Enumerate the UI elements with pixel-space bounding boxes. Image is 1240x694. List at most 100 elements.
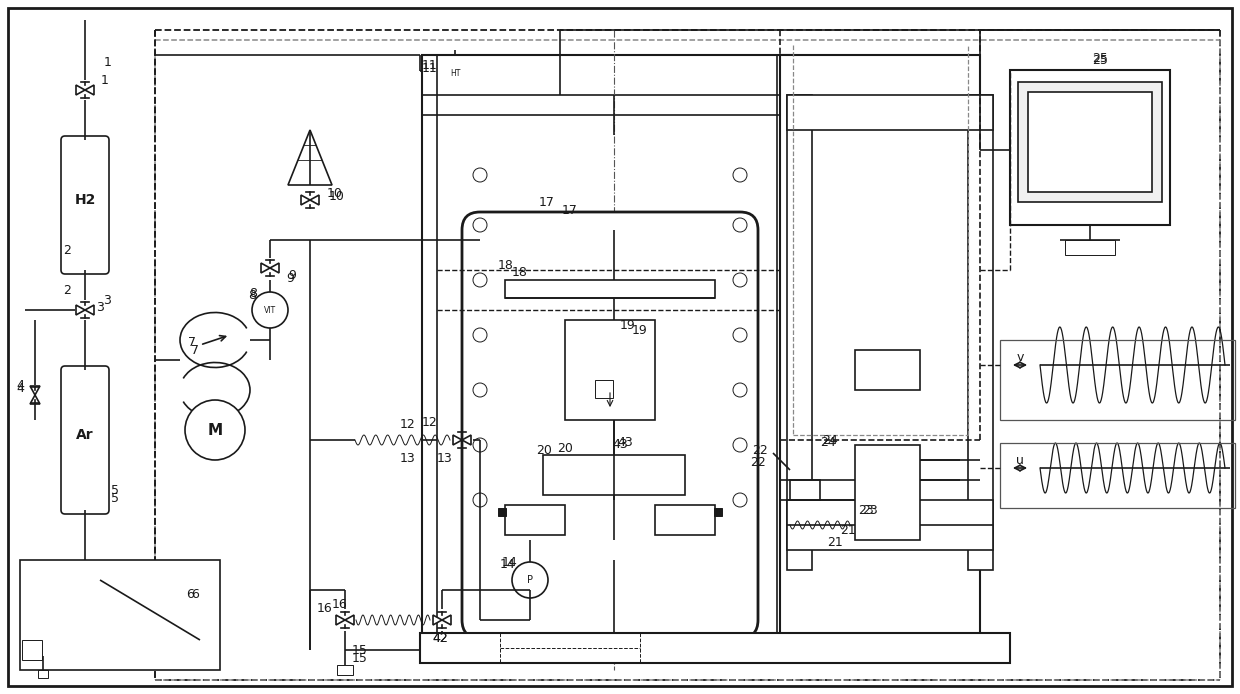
Circle shape <box>472 493 487 507</box>
Bar <box>543 455 684 495</box>
Polygon shape <box>270 263 279 273</box>
Circle shape <box>733 218 746 232</box>
Text: 7: 7 <box>191 344 198 357</box>
Text: 15: 15 <box>352 643 368 657</box>
Text: HT: HT <box>450 69 460 78</box>
Bar <box>565 320 655 420</box>
FancyBboxPatch shape <box>463 212 758 638</box>
Text: 7: 7 <box>188 335 196 348</box>
Bar <box>780 55 980 650</box>
Text: 18: 18 <box>498 258 513 271</box>
Polygon shape <box>301 195 310 205</box>
Bar <box>714 508 722 516</box>
Text: 16: 16 <box>332 598 348 611</box>
Text: 8: 8 <box>248 289 255 301</box>
Bar <box>337 665 353 675</box>
Text: 1: 1 <box>102 74 109 87</box>
Circle shape <box>733 328 746 342</box>
Bar <box>968 95 993 570</box>
Text: 17: 17 <box>562 203 578 217</box>
Text: 5: 5 <box>112 491 119 505</box>
Polygon shape <box>310 195 319 205</box>
Text: 43: 43 <box>613 439 627 452</box>
Bar <box>1018 82 1162 202</box>
Circle shape <box>185 400 246 460</box>
Text: 3: 3 <box>95 301 104 314</box>
Polygon shape <box>30 395 40 404</box>
Text: P: P <box>527 575 533 585</box>
Circle shape <box>472 218 487 232</box>
Polygon shape <box>86 85 94 95</box>
Text: 11: 11 <box>422 58 438 71</box>
Text: 16: 16 <box>317 602 332 614</box>
Text: 6: 6 <box>186 589 193 602</box>
Text: 5: 5 <box>112 484 119 496</box>
Text: 17: 17 <box>539 196 556 208</box>
Text: 13: 13 <box>401 452 415 464</box>
Text: 8: 8 <box>249 287 257 300</box>
Text: 3: 3 <box>103 294 110 307</box>
Text: M: M <box>207 423 222 437</box>
Bar <box>655 505 715 535</box>
Text: v: v <box>1017 350 1024 364</box>
Text: 14: 14 <box>502 555 518 568</box>
Text: 10: 10 <box>327 187 343 199</box>
Text: 19: 19 <box>632 323 647 337</box>
Circle shape <box>252 292 288 328</box>
Text: 22: 22 <box>750 455 766 468</box>
Text: 13: 13 <box>438 452 453 464</box>
Circle shape <box>733 383 746 397</box>
Bar <box>420 633 1011 663</box>
Bar <box>1011 70 1171 225</box>
Polygon shape <box>86 305 94 315</box>
Bar <box>472 60 497 82</box>
Polygon shape <box>76 305 86 315</box>
Text: Ar: Ar <box>76 428 94 442</box>
Text: 12: 12 <box>401 418 415 430</box>
Text: H2: H2 <box>74 193 95 207</box>
Text: 6: 6 <box>191 589 198 602</box>
Bar <box>999 340 1235 420</box>
Text: 2: 2 <box>63 284 71 296</box>
Text: 19: 19 <box>620 319 636 332</box>
Text: u: u <box>1016 453 1024 466</box>
Circle shape <box>472 383 487 397</box>
Bar <box>856 445 920 540</box>
Circle shape <box>733 273 746 287</box>
Polygon shape <box>433 615 441 625</box>
FancyBboxPatch shape <box>61 136 109 274</box>
Circle shape <box>472 438 487 452</box>
Circle shape <box>472 168 487 182</box>
Polygon shape <box>30 386 40 395</box>
Text: 25: 25 <box>1092 51 1107 65</box>
Bar <box>38 670 48 678</box>
Text: 20: 20 <box>536 443 552 457</box>
Bar <box>1065 240 1115 255</box>
Polygon shape <box>336 615 345 625</box>
Bar <box>505 280 715 298</box>
Text: 14: 14 <box>500 557 516 570</box>
Bar <box>787 95 993 130</box>
Bar <box>999 443 1235 508</box>
Bar <box>422 55 792 655</box>
Text: 18: 18 <box>512 266 528 278</box>
Text: 23: 23 <box>862 504 878 516</box>
Text: 24: 24 <box>820 437 836 450</box>
Text: 2: 2 <box>63 244 71 257</box>
Text: 15: 15 <box>352 652 368 664</box>
Polygon shape <box>453 435 463 445</box>
Text: 11: 11 <box>422 62 438 74</box>
Circle shape <box>472 328 487 342</box>
Text: 12: 12 <box>422 416 438 428</box>
Text: 42: 42 <box>432 632 448 645</box>
Text: 21: 21 <box>841 523 856 536</box>
Text: 21: 21 <box>827 536 843 548</box>
Polygon shape <box>76 85 86 95</box>
Bar <box>787 500 993 550</box>
Text: 1: 1 <box>104 56 112 69</box>
Bar <box>20 560 219 670</box>
Text: 4: 4 <box>16 378 24 391</box>
Polygon shape <box>260 263 270 273</box>
Bar <box>595 380 613 398</box>
Text: 9: 9 <box>288 269 296 282</box>
